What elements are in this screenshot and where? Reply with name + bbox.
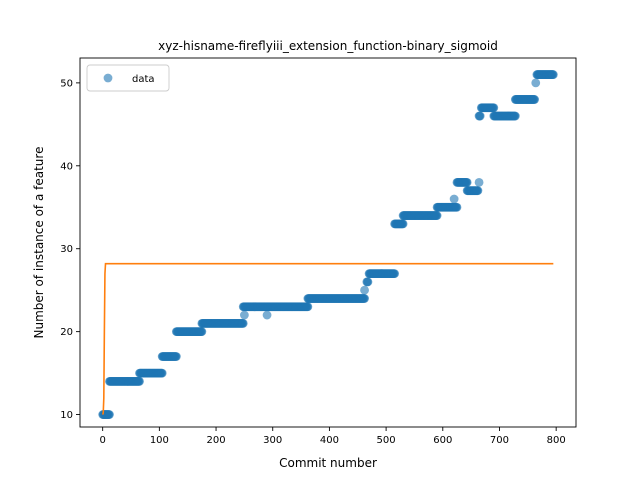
data-point [360, 285, 369, 295]
x-tick-label: 500 [377, 435, 396, 446]
y-tick-label: 30 [60, 244, 73, 255]
legend-label-data: data [132, 74, 155, 85]
y-tick-label: 10 [60, 410, 73, 421]
data-point [548, 70, 558, 79]
y-tick-label: 20 [60, 327, 73, 338]
data-point [510, 111, 520, 121]
data-point [239, 310, 249, 320]
legend-box [86, 64, 170, 92]
data-point [135, 376, 144, 386]
data-point [473, 186, 483, 196]
data-point [530, 95, 540, 104]
chart-title: xyz-hisname-fireflyiii_extension_functio… [158, 39, 498, 53]
x-tick-label: 0 [99, 435, 105, 446]
data-point [197, 327, 207, 337]
y-axis-label: Number of instance of a feature [32, 147, 46, 339]
data-point [474, 177, 484, 187]
axes-frame [79, 57, 577, 428]
data-point [452, 202, 462, 212]
y-tick-label: 40 [60, 161, 73, 172]
data-point [238, 318, 248, 328]
data-point [475, 111, 485, 121]
data-point [449, 194, 459, 204]
x-axis-label: Commit number [279, 456, 377, 470]
data-point [303, 302, 313, 312]
data-point [105, 410, 114, 419]
data-point [398, 219, 408, 229]
x-tick-label: 100 [150, 435, 169, 446]
y-tick-label: 50 [60, 78, 73, 89]
axes-layer: 0 100 200 300 400 500 600 700 800 10 20 30 40 50 [60, 57, 577, 446]
data-layer [98, 70, 558, 419]
x-tick-label: 600 [433, 435, 452, 446]
data-point [157, 368, 167, 378]
data-point [262, 310, 272, 320]
data-point [462, 177, 472, 187]
data-point [432, 211, 442, 220]
data-point [363, 277, 373, 287]
x-tick-label: 400 [320, 435, 339, 446]
data-point [489, 103, 499, 113]
data-point [531, 78, 541, 88]
data-point [171, 352, 181, 361]
x-tick-label: 800 [547, 435, 566, 446]
data-point [390, 269, 400, 278]
x-tick-label: 300 [263, 435, 282, 446]
x-tick-label: 200 [206, 435, 225, 446]
fit-line [101, 262, 554, 415]
x-tick-label: 700 [490, 435, 509, 446]
data-point [360, 294, 369, 303]
legend-marker-data [103, 73, 113, 83]
legend: data [86, 64, 170, 92]
